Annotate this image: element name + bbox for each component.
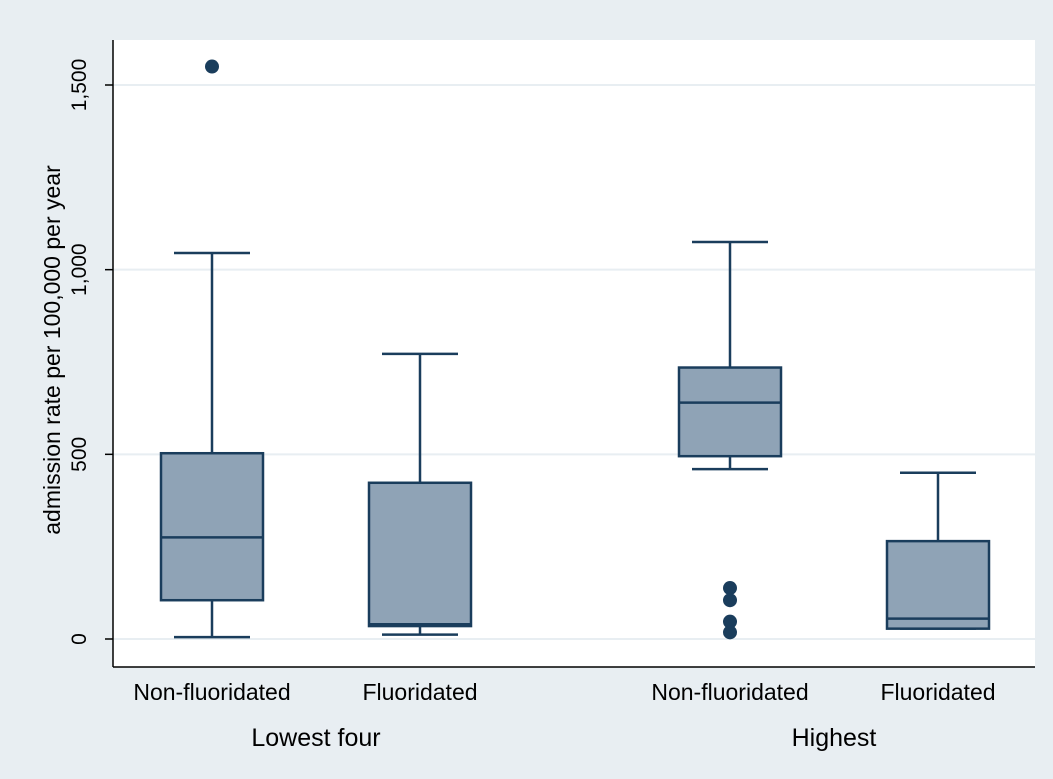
y-tick-label: 1,000	[68, 243, 91, 296]
box-0-0	[159, 59, 265, 639]
y-tick-label: 1,500	[68, 59, 91, 112]
y-ticks: 0 500 1,000 1,500	[68, 59, 113, 645]
outlier-point	[723, 614, 737, 629]
outlier-point	[723, 625, 737, 640]
box-label: Non-fluoridated	[133, 679, 290, 705]
group-label: Highest	[792, 724, 877, 752]
grid-lines	[113, 84, 1035, 640]
iqr-box	[159, 451, 265, 602]
iqr-box	[885, 539, 991, 630]
box-label: Fluoridated	[880, 679, 995, 705]
plot-area	[113, 40, 1035, 667]
group-label: Lowest four	[251, 724, 380, 752]
boxes	[159, 59, 991, 640]
y-tick-label: 500	[68, 437, 91, 472]
box-0-1	[367, 352, 473, 636]
outlier-point	[723, 593, 737, 608]
iqr-box	[367, 481, 473, 628]
box-label: Non-fluoridated	[651, 679, 808, 705]
outlier-point	[205, 59, 219, 74]
iqr-box	[677, 366, 783, 458]
box-1-1	[885, 471, 991, 630]
y-tick-label: 0	[68, 633, 91, 645]
outlier-point	[723, 581, 737, 596]
box-1-0	[677, 240, 783, 640]
box-label: Fluoridated	[362, 679, 477, 705]
y-axis-label: admission rate per 100,000 per year	[39, 165, 65, 535]
x-labels: Non-fluoridated Fluoridated Lowest four Non…	[133, 679, 995, 752]
